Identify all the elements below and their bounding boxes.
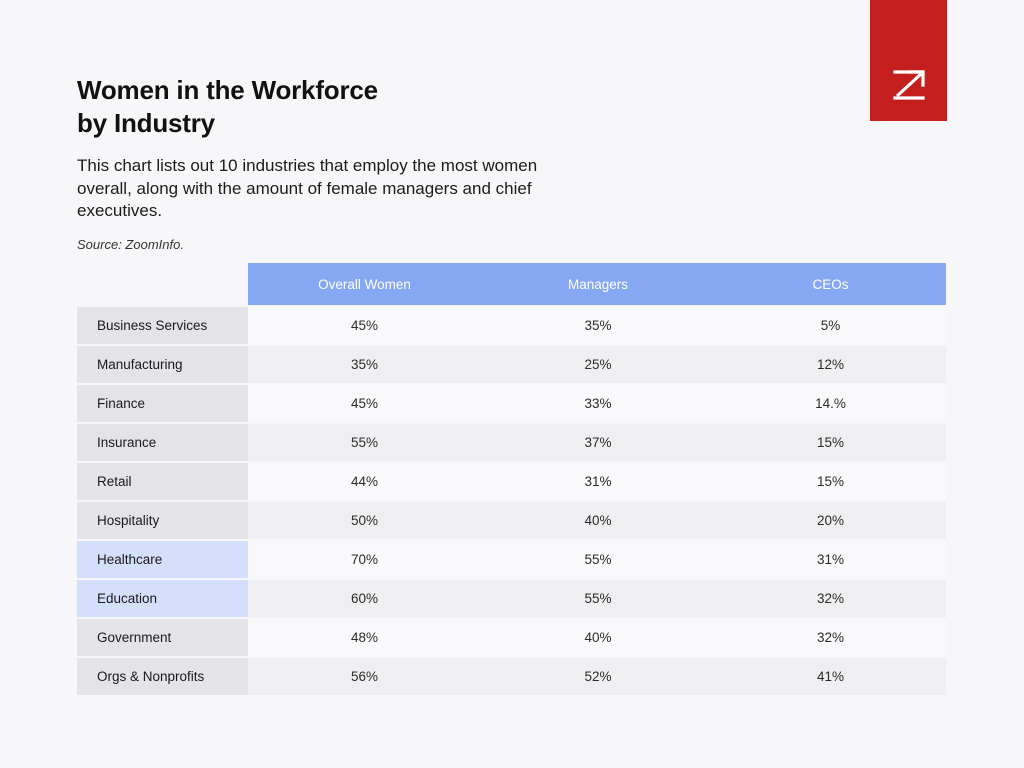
managers-cell: 40%	[481, 617, 715, 657]
ceos-cell: 32%	[715, 617, 946, 657]
title-line-2: by Industry	[77, 108, 215, 138]
source-note: Source: ZoomInfo.	[77, 237, 184, 252]
ceos-cell: 15%	[715, 461, 946, 501]
industry-label: Insurance	[77, 422, 248, 462]
managers-cell: 33%	[481, 383, 715, 423]
ceos-cell: 32%	[715, 578, 946, 618]
managers-cell: 52%	[481, 656, 715, 695]
industry-label: Finance	[77, 383, 248, 423]
overall-women-cell: 44%	[248, 461, 481, 501]
table-row: Education 60% 55% 32%	[77, 578, 946, 618]
ceos-cell: 20%	[715, 500, 946, 540]
overall-women-cell: 70%	[248, 539, 481, 579]
brand-logo	[870, 0, 947, 121]
header-corner-cell	[77, 263, 248, 306]
table-row: Hospitality 50% 40% 20%	[77, 500, 946, 540]
managers-cell: 55%	[481, 578, 715, 618]
table-row: Retail 44% 31% 15%	[77, 461, 946, 501]
ceos-cell: 12%	[715, 344, 946, 384]
managers-cell: 35%	[481, 305, 715, 345]
column-header-ceos: CEOs	[715, 263, 946, 306]
ceos-cell: 15%	[715, 422, 946, 462]
overall-women-cell: 45%	[248, 383, 481, 423]
title-line-1: Women in the Workforce	[77, 75, 378, 105]
overall-women-cell: 60%	[248, 578, 481, 618]
table-body: Business Services 45% 35% 5% Manufacturing 35…	[77, 305, 946, 695]
ceos-cell: 5%	[715, 305, 946, 345]
column-header-overall-women: Overall Women	[248, 263, 481, 306]
chart-description: This chart lists out 10 industries that …	[77, 156, 538, 220]
page-title: Women in the Workforce by Industry	[77, 74, 497, 140]
overall-women-cell: 56%	[248, 656, 481, 695]
zoominfo-z-icon	[893, 70, 925, 100]
table-row: Insurance 55% 37% 15%	[77, 422, 946, 462]
table-row: Healthcare 70% 55% 31%	[77, 539, 946, 579]
table-row: Orgs & Nonprofits 56% 52% 41%	[77, 656, 946, 695]
overall-women-cell: 55%	[248, 422, 481, 462]
table-header-row: Overall Women Managers CEOs	[77, 263, 946, 306]
table-row: Government 48% 40% 32%	[77, 617, 946, 657]
ceos-cell: 41%	[715, 656, 946, 695]
managers-cell: 25%	[481, 344, 715, 384]
managers-cell: 40%	[481, 500, 715, 540]
ceos-cell: 14.%	[715, 383, 946, 423]
table-row: Business Services 45% 35% 5%	[77, 305, 946, 345]
industry-label: Retail	[77, 461, 248, 501]
industry-label: Healthcare	[77, 539, 248, 579]
overall-women-cell: 35%	[248, 344, 481, 384]
overall-women-cell: 45%	[248, 305, 481, 345]
managers-cell: 37%	[481, 422, 715, 462]
table-row: Finance 45% 33% 14.%	[77, 383, 946, 423]
overall-women-cell: 48%	[248, 617, 481, 657]
industry-label: Government	[77, 617, 248, 657]
managers-cell: 31%	[481, 461, 715, 501]
table-row: Manufacturing 35% 25% 12%	[77, 344, 946, 384]
industry-label: Manufacturing	[77, 344, 248, 384]
industry-label: Education	[77, 578, 248, 618]
ceos-cell: 31%	[715, 539, 946, 579]
column-header-managers: Managers	[481, 263, 715, 306]
industry-table: Overall Women Managers CEOs Business Ser…	[77, 263, 946, 695]
industry-label: Business Services	[77, 305, 248, 345]
industry-label: Hospitality	[77, 500, 248, 540]
managers-cell: 55%	[481, 539, 715, 579]
industry-label: Orgs & Nonprofits	[77, 656, 248, 695]
overall-women-cell: 50%	[248, 500, 481, 540]
